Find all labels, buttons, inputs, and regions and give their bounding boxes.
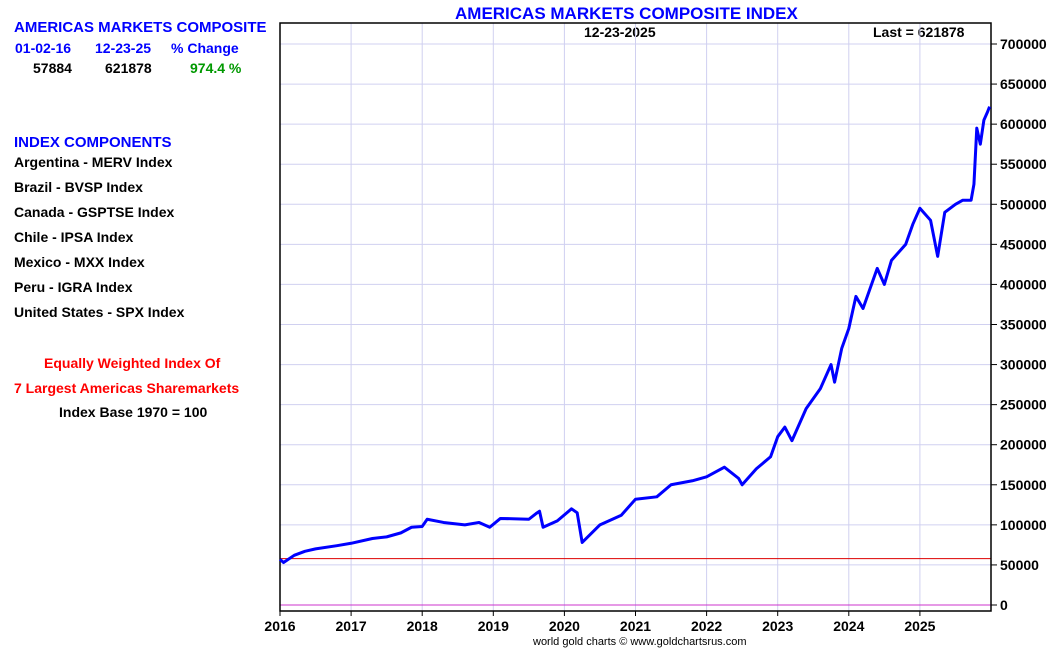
component-item: Mexico - MXX Index	[14, 254, 145, 270]
y-tick-label: 250000	[1000, 397, 1047, 413]
start-value: 57884	[33, 60, 72, 76]
y-tick-label: 300000	[1000, 357, 1047, 373]
change-label: % Change	[171, 40, 239, 56]
component-item: Peru - IGRA Index	[14, 279, 133, 295]
y-tick-label: 450000	[1000, 236, 1047, 252]
components-heading: INDEX COMPONENTS	[14, 134, 172, 151]
x-tick-label: 2017	[336, 618, 367, 634]
date-label: 12-23-2025	[584, 24, 656, 40]
last-label: Last = 621878	[873, 24, 965, 40]
series-line	[278, 106, 991, 565]
end-date: 12-23-25	[95, 40, 152, 56]
y-tick-label: 500000	[1000, 196, 1047, 212]
component-item: Chile - IPSA Index	[14, 229, 134, 245]
chart-title: AMERICAS MARKETS COMPOSITE INDEX	[455, 4, 798, 23]
component-item: Argentina - MERV Index	[14, 154, 173, 170]
end-value: 621878	[105, 60, 152, 76]
component-item: Brazil - BVSP Index	[14, 179, 143, 195]
x-tick-label: 2018	[407, 618, 438, 634]
y-tick-label: 550000	[1000, 156, 1047, 172]
change-value: 974.4 %	[190, 60, 242, 76]
summary-title: AMERICAS MARKETS COMPOSITE	[14, 19, 267, 36]
component-item: Canada - GSPTSE Index	[14, 204, 175, 220]
x-tick-label: 2019	[478, 618, 509, 634]
note-line1: Equally Weighted Index Of	[44, 355, 221, 371]
plot-frame	[279, 22, 992, 612]
y-tick-label: 100000	[1000, 517, 1047, 533]
x-tick-label: 2020	[549, 618, 580, 634]
y-tick-label: 400000	[1000, 276, 1047, 292]
credit: world gold charts © www.goldchartsrus.co…	[533, 636, 747, 648]
y-tick-label: 200000	[1000, 437, 1047, 453]
x-tick-label: 2021	[620, 618, 651, 634]
y-tick-label: 700000	[1000, 36, 1047, 52]
y-tick-label: 150000	[1000, 477, 1047, 493]
note-line3: Index Base 1970 = 100	[59, 404, 208, 420]
y-tick-label: 600000	[1000, 116, 1047, 132]
x-tick-label: 2024	[833, 618, 864, 634]
x-tick-label: 2023	[762, 618, 793, 634]
x-tick-label: 2016	[264, 618, 295, 634]
x-tick-label: 2022	[691, 618, 722, 634]
y-tick-label: 50000	[1000, 557, 1039, 573]
start-date: 01-02-16	[15, 40, 72, 56]
component-item: United States - SPX Index	[14, 304, 185, 320]
note-line2: 7 Largest Americas Sharemarkets	[14, 380, 240, 396]
y-tick-label: 0	[1000, 597, 1008, 613]
y-tick-label: 650000	[1000, 76, 1047, 92]
x-tick-label: 2025	[904, 618, 935, 634]
y-tick-label: 350000	[1000, 317, 1047, 333]
